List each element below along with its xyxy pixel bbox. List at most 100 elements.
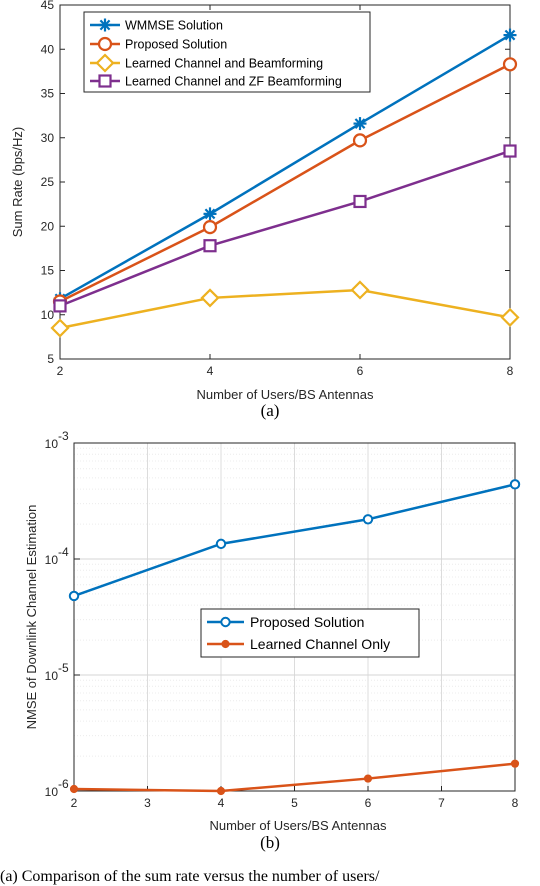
y-tick-label: 10	[41, 308, 55, 322]
x-tick-label: 8	[512, 796, 519, 810]
y-tick-label: 40	[41, 42, 55, 56]
y-tick-label-exp: -3	[58, 429, 69, 443]
legend-marker-glyph	[220, 616, 231, 628]
legend-marker-proposed	[97, 36, 113, 52]
panel-b-legend-box	[200, 608, 420, 658]
x-tick-label: 2	[71, 796, 78, 810]
panel-b-legend: Proposed Solution Learned Channel Only	[200, 608, 420, 658]
legend-marker-glyph	[98, 18, 112, 32]
y-tick-label-exp: -5	[58, 661, 69, 675]
y-tick-label-base: 10	[45, 553, 59, 567]
data-point	[510, 759, 520, 768]
series-line	[73, 483, 516, 598]
data-point	[203, 239, 217, 253]
data-point	[509, 479, 521, 490]
legend-marker-learned-only	[221, 639, 230, 649]
y-tick-label: 45	[41, 0, 55, 12]
data-point	[202, 220, 218, 235]
x-tick-label: 4	[218, 796, 225, 810]
data-point	[502, 57, 518, 72]
y-tick-label: 20	[41, 219, 55, 233]
legend-marker-learned-zf	[98, 74, 112, 88]
y-tick-label: 35	[41, 87, 55, 101]
series-line	[59, 63, 511, 303]
data-point	[215, 538, 227, 550]
data-point	[216, 786, 226, 796]
legend-marker-glyph	[221, 639, 230, 649]
panel-b-nmse-chart: 2 3 4 5 6 7 810-610-510-410-3 NMSE of Downlink…	[24, 429, 521, 852]
y-tick-label-base: 10	[45, 437, 59, 451]
legend-entry-proposed: Proposed Solution	[90, 36, 227, 52]
y-tick-label: 30	[41, 131, 55, 145]
legend-label-proposed: Proposed Solution	[125, 38, 227, 52]
x-tick-label: 3	[144, 796, 151, 810]
legend-marker-proposed-b	[220, 616, 231, 628]
data-point	[350, 280, 370, 300]
y-tick-label: 25	[41, 175, 55, 189]
panel-a-xlabel: Number of Users/BS Antennas	[196, 387, 374, 402]
series-1	[69, 759, 520, 796]
legend-marker-learned-bf	[95, 53, 115, 73]
series-3	[53, 144, 517, 313]
data-point	[353, 117, 367, 131]
x-tick-label: 8	[507, 364, 514, 378]
x-tick-label: 6	[357, 364, 364, 378]
figure-caption-fragment: (a) Comparison of the sum rate versus th…	[0, 868, 380, 885]
legend-label-learned-zf: Learned Channel and ZF Beamforming	[125, 75, 342, 89]
data-point	[500, 307, 520, 327]
x-tick-label: 2	[57, 364, 64, 378]
legend-label-learned-only: Learned Channel Only	[250, 636, 390, 652]
series-2	[50, 280, 520, 338]
data-point	[50, 318, 70, 338]
legend-marker-glyph	[95, 53, 115, 73]
data-point	[362, 514, 374, 525]
data-point	[200, 288, 220, 308]
y-tick-label: 10-6	[45, 777, 69, 799]
data-point	[203, 207, 217, 221]
x-tick-label: 7	[438, 796, 445, 810]
legend-label-proposed-b: Proposed Solution	[250, 614, 364, 630]
panel-b-series	[68, 479, 521, 796]
panel-b-label: (b)	[260, 833, 280, 852]
data-point	[68, 590, 80, 602]
y-tick-label-exp: -6	[58, 777, 69, 791]
panel-b-ticks: 2 3 4 5 6 7 810-610-510-410-3	[45, 429, 519, 810]
legend-entry-learned-bf: Learned Channel and Beamforming	[90, 53, 323, 73]
legend-entry-learned-only: Learned Channel Only	[207, 636, 390, 652]
y-tick-label: 10-5	[45, 661, 69, 683]
x-tick-label: 6	[365, 796, 372, 810]
series-line	[59, 34, 511, 300]
y-tick-label: 10-4	[45, 545, 69, 567]
panel-a-ticks: 2 4 6 8 5 10 15 20 25 30 35 40 45	[41, 0, 514, 378]
legend-marker-glyph	[98, 74, 112, 88]
x-tick-label: 5	[291, 796, 298, 810]
x-tick-label: 4	[207, 364, 214, 378]
panel-b-ylabel: NMSE of Downlink Channel Estimation	[24, 505, 39, 730]
y-tick-label: 5	[47, 352, 54, 366]
data-point	[503, 28, 517, 42]
series-0	[68, 479, 521, 602]
data-point	[69, 784, 79, 794]
legend-label-learned-bf: Learned Channel and Beamforming	[125, 57, 323, 71]
data-point	[352, 133, 368, 148]
panel-a-series	[50, 28, 520, 338]
y-tick-label: 15	[41, 264, 55, 278]
legend-label-wmmse: WMMSE Solution	[125, 19, 223, 33]
series-line	[59, 288, 511, 330]
y-tick-label: 10-3	[45, 429, 69, 451]
panel-a-legend-box	[83, 11, 371, 93]
legend-entry-proposed-b: Proposed Solution	[207, 614, 364, 630]
panel-b-xlabel: Number of Users/BS Antennas	[209, 818, 387, 833]
legend-marker-wmmse	[98, 18, 112, 32]
legend-entry-wmmse: WMMSE Solution	[90, 18, 223, 33]
panel-a-legend: WMMSE Solution Proposed Solution Learned…	[83, 11, 371, 93]
series-line	[73, 762, 516, 793]
series-line	[59, 149, 511, 308]
legend-marker-glyph	[97, 36, 113, 52]
y-tick-label-base: 10	[45, 785, 59, 799]
data-point	[53, 299, 67, 313]
data-point	[363, 774, 373, 783]
panel-a-ylabel: Sum Rate (bps/Hz)	[10, 127, 25, 238]
